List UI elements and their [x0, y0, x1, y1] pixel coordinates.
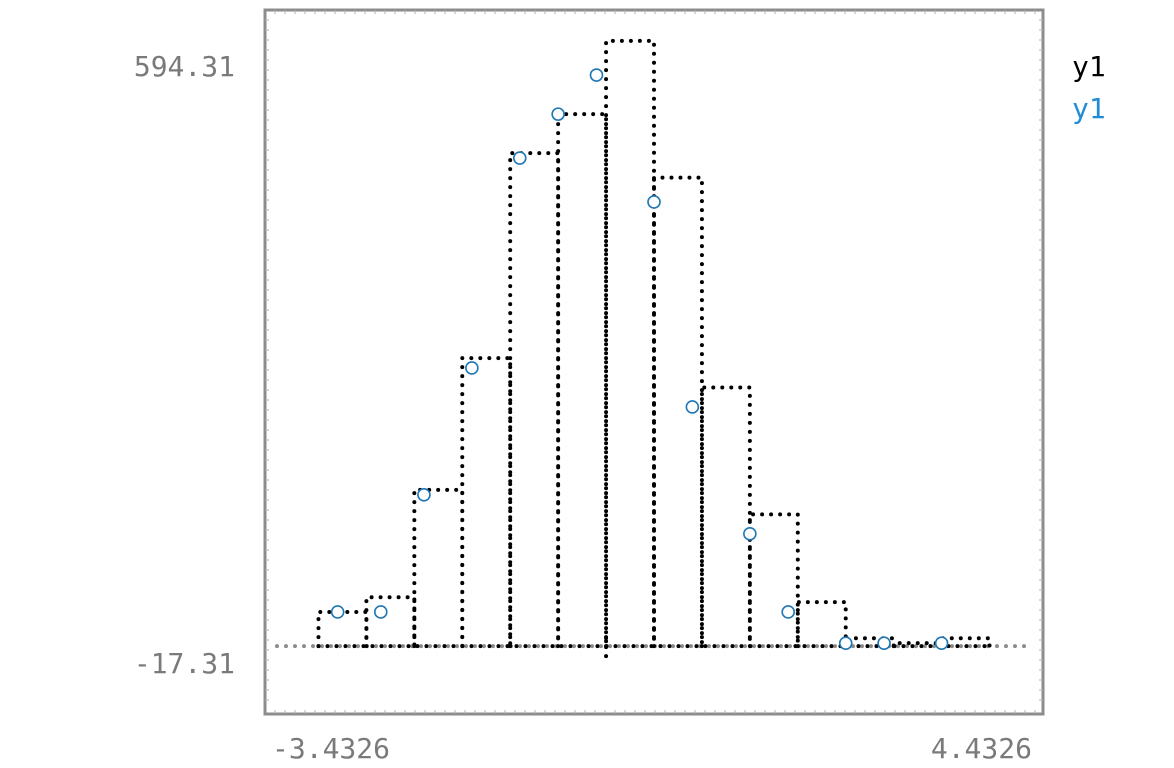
- frame-ticks: [265, 10, 1043, 714]
- data-point-marker: [877, 636, 891, 650]
- data-point-marker: [512, 151, 527, 165]
- data-point-marker: [330, 605, 345, 619]
- data-point-marker: [373, 605, 388, 619]
- data-point-marker: [551, 107, 565, 121]
- histogram-bars: [316, 38, 992, 663]
- data-point-marker: [743, 527, 757, 541]
- x-tick-label-left: -3.4326: [272, 732, 390, 765]
- data-point-marker: [465, 361, 479, 375]
- data-point-marker: [589, 68, 604, 82]
- histogram-bar-outline: [316, 38, 992, 649]
- y-tick-label-bottom: -17.31: [134, 647, 235, 680]
- x-tick-label-right: 4.4326: [931, 732, 1032, 765]
- data-point-marker: [417, 488, 431, 502]
- data-point-marker: [934, 636, 949, 650]
- data-point-marker: [781, 605, 796, 619]
- data-point-marker: [685, 400, 700, 414]
- y-tick-label-top: 594.31: [134, 50, 235, 83]
- data-point-marker: [838, 636, 853, 650]
- legend-entry-y1-black: y1: [1072, 50, 1106, 83]
- marker-series: [330, 68, 949, 650]
- legend-entry-y1-blue: y1: [1072, 92, 1106, 125]
- plot-frame: [263, 8, 1045, 716]
- data-point-marker: [647, 195, 661, 209]
